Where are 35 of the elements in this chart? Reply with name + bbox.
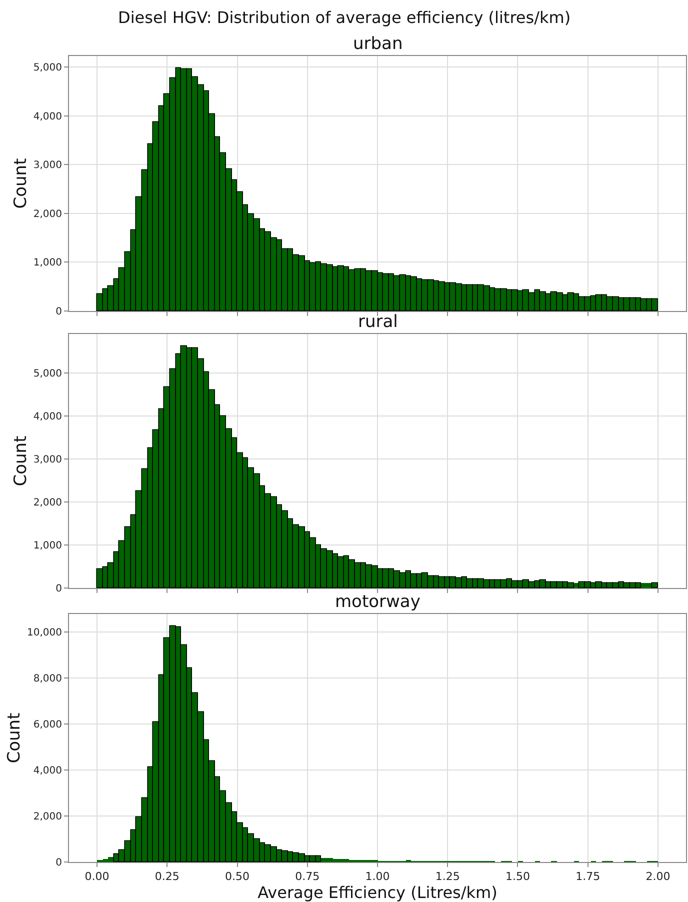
x-tick-label: 0.25 xyxy=(154,870,180,884)
y-tick-label: 5,000 xyxy=(33,368,62,380)
x-tick-label: 1.50 xyxy=(505,870,530,884)
y-tick-label: 0 xyxy=(56,306,62,318)
x-tick-label: 0.75 xyxy=(295,870,320,884)
chart-title: Diesel HGV: Distribution of average efficiency (litres/km) xyxy=(118,8,571,27)
y-tick-label: 5,000 xyxy=(33,62,62,74)
y-tick-label: 4,000 xyxy=(33,411,62,422)
y-axis-title: Count xyxy=(4,712,25,764)
chart-subtitle: rural xyxy=(358,312,398,332)
chart-subtitle: urban xyxy=(353,34,403,54)
y-tick-label: 4,000 xyxy=(33,111,62,122)
x-tick-label: 0.00 xyxy=(84,870,110,884)
x-tick-label: 1.75 xyxy=(576,870,600,884)
y-tick-label: 1,000 xyxy=(33,258,62,269)
y-tick-label: 2,000 xyxy=(33,811,62,822)
y-tick-label: 0 xyxy=(56,858,62,868)
y-tick-label: 3,000 xyxy=(33,454,62,466)
x-tick-label: 2.00 xyxy=(646,870,670,884)
y-tick-label: 0 xyxy=(56,584,62,594)
x-axis-title: Average Efficiency (Litres/km) xyxy=(258,883,498,902)
y-tick-label: 4,000 xyxy=(33,765,62,776)
x-tick-label: 1.25 xyxy=(435,870,460,884)
y-tick-label: 2,000 xyxy=(33,208,62,220)
y-tick-label: 2,000 xyxy=(33,497,62,508)
y-tick-label: 6,000 xyxy=(33,719,62,730)
y-tick-label: 3,000 xyxy=(33,160,62,172)
y-tick-label: 10,000 xyxy=(27,627,62,638)
y-tick-label: 1,000 xyxy=(33,540,62,552)
y-axis-title: Count xyxy=(10,158,31,209)
y-axis-title: Count xyxy=(10,435,31,486)
x-tick-label: 1.00 xyxy=(365,870,390,884)
chart-subtitle: motorway xyxy=(335,592,420,612)
x-tick-label: 0.50 xyxy=(225,870,250,884)
y-tick-label: 8,000 xyxy=(33,673,62,684)
